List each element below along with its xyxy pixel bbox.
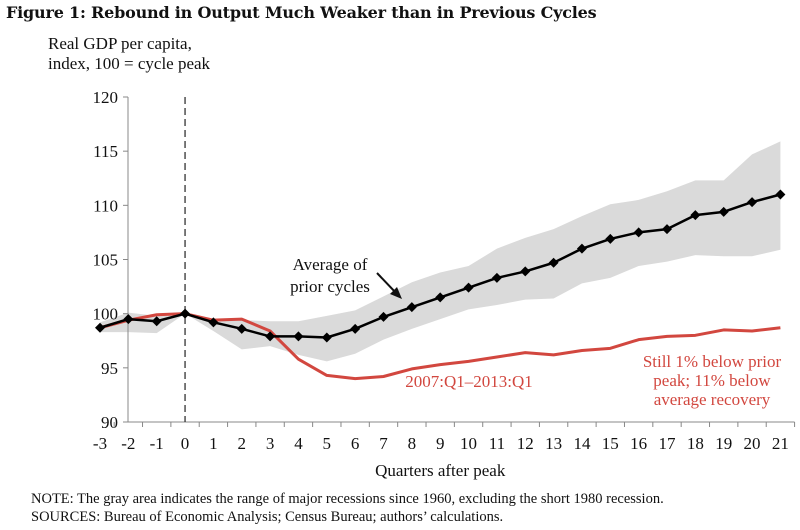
average-diamond-marker [406, 302, 417, 313]
x-tick-label: 12 [517, 434, 534, 453]
y-tick-label: 90 [101, 413, 118, 432]
series-layer [95, 189, 786, 381]
average-diamond-marker [151, 316, 162, 327]
x-tick-label: 8 [408, 434, 417, 453]
average-diamond-marker [718, 206, 729, 217]
x-tick-label: 11 [489, 434, 505, 453]
note-text: NOTE: The gray area indicates the range … [31, 491, 664, 507]
x-tick-label: 7 [379, 434, 388, 453]
annotation-average-label: prior cycles [290, 277, 370, 296]
average-diamond-marker [321, 332, 332, 343]
x-axis-title: Quarters after peak [375, 461, 506, 480]
x-tick-label: 17 [659, 434, 677, 453]
average-diamond-marker [265, 331, 276, 342]
x-tick-label: -1 [150, 434, 164, 453]
x-tick-label: 14 [573, 434, 591, 453]
annotation-average-label: Average of [293, 255, 368, 274]
annotation-still-below-label: Still 1% below prior [643, 352, 782, 371]
x-tick-label: 1 [209, 434, 218, 453]
y-tick-label: 110 [93, 196, 118, 215]
x-tick-label: -3 [93, 434, 107, 453]
y-tick-label: 100 [93, 305, 119, 324]
annotation-current-cycle-label: 2007:Q1–2013:Q1 [405, 372, 533, 391]
y-tick-label: 95 [101, 359, 118, 378]
y-axis-label-line2: index, 100 = cycle peak [48, 54, 211, 73]
y-axis-label-line1: Real GDP per capita, [48, 34, 192, 53]
x-tick-label: 2 [238, 434, 247, 453]
x-tick-label: -2 [121, 434, 135, 453]
range-band-layer [100, 141, 781, 362]
y-tick-label: 105 [93, 251, 119, 270]
annotations: Average of prior cycles 2007:Q1–2013:Q1 Sti… [290, 255, 781, 409]
x-tick-label: 21 [772, 434, 789, 453]
x-tick-label: 3 [266, 434, 275, 453]
average-diamond-marker [350, 323, 361, 334]
average-diamond-marker [633, 227, 644, 238]
average-diamond-marker [662, 224, 672, 235]
average-diamond-marker [520, 266, 531, 277]
x-tick-label: 6 [351, 434, 360, 453]
x-tick-label: 5 [323, 434, 332, 453]
x-tick-label: 9 [436, 434, 445, 453]
x-tick-label: 10 [460, 434, 477, 453]
y-tick-label: 120 [93, 88, 119, 107]
average-diamond-marker [775, 189, 786, 200]
x-tick-label: 13 [545, 434, 562, 453]
x-tick-label: 20 [744, 434, 761, 453]
average-diamond-marker [208, 317, 219, 328]
y-axis-label: Real GDP per capita, index, 100 = cycle … [48, 34, 210, 74]
x-tick-label: 18 [687, 434, 704, 453]
average-diamond-marker [293, 331, 304, 342]
average-diamond-marker [180, 308, 191, 319]
footnote: NOTE: The gray area indicates the range … [31, 490, 664, 526]
annotation-still-below-label: average recovery [654, 390, 771, 409]
average-diamond-marker [236, 323, 247, 334]
average-diamond-marker [378, 311, 389, 322]
x-tick-label: 0 [181, 434, 190, 453]
figure-title: Figure 1: Rebound in Output Much Weaker … [6, 3, 597, 22]
annotation-arrow-head [390, 287, 402, 299]
average-diamond-marker [435, 292, 446, 303]
annotation-still-below-label: peak; 11% below [653, 371, 771, 390]
average-diamond-marker [123, 314, 134, 325]
average-diamond-marker [548, 257, 559, 268]
average-diamond-marker [463, 282, 474, 293]
x-tick-label: 19 [715, 434, 732, 453]
y-tick-label: 115 [93, 142, 118, 161]
average-diamond-marker [491, 272, 502, 283]
average-diamond-marker [605, 233, 616, 244]
average-diamond-marker [576, 243, 587, 254]
sources-text: SOURCES: Bureau of Economic Analysis; Ce… [31, 509, 504, 525]
average-diamond-marker [95, 322, 105, 333]
average-diamond-marker [690, 210, 701, 221]
x-tick-label: 4 [294, 434, 303, 453]
range-band [100, 141, 781, 362]
x-tick-label: 16 [630, 434, 647, 453]
x-tick-label: 15 [602, 434, 619, 453]
average-diamond-marker [747, 197, 758, 208]
